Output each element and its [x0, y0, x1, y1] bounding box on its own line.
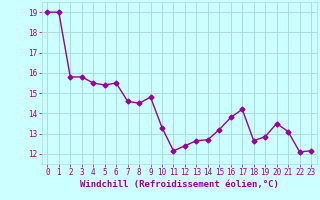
X-axis label: Windchill (Refroidissement éolien,°C): Windchill (Refroidissement éolien,°C) — [80, 180, 279, 189]
